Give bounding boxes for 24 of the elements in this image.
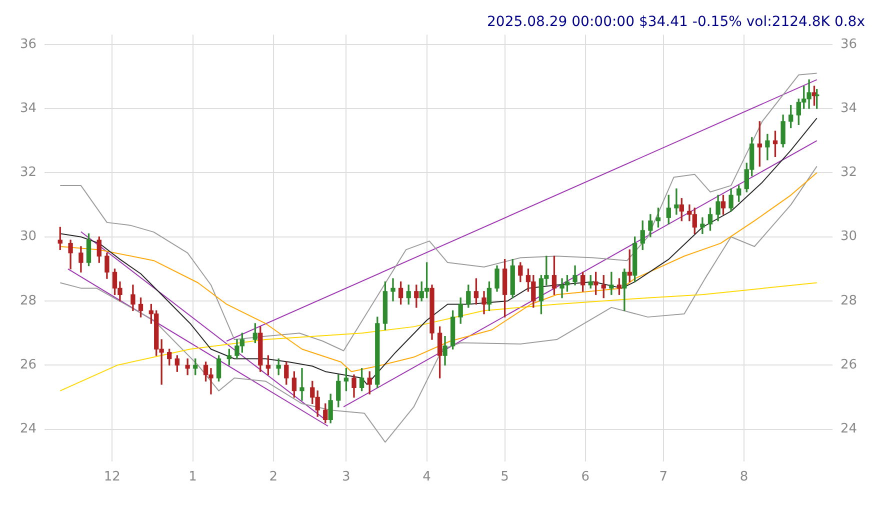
x-tick-label: 7	[659, 470, 668, 485]
y2-tick-label: 26	[840, 358, 858, 373]
x-tick-label: 1	[188, 470, 197, 485]
x-tick-label: 8	[740, 470, 748, 485]
x-tick-label: 12	[104, 470, 120, 485]
y2-tick-label: 32	[840, 165, 858, 180]
y2-tick-label: 34	[840, 100, 858, 116]
y2-tick-label: 24	[840, 422, 858, 437]
y-tick-label: 28	[20, 293, 37, 308]
chart-title: 2025.08.29 00:00:00 $34.41 -0.15% vol:2124.8K 0.8x	[487, 14, 865, 30]
x-tick-label: 3	[342, 470, 350, 485]
y-tick-label: 34	[20, 100, 37, 116]
y-tick-label: 24	[20, 422, 37, 437]
y2-tick-label: 36	[840, 36, 858, 52]
x-tick-label: 2	[269, 470, 278, 485]
x-tick-label: 6	[581, 470, 590, 485]
y2-tick-label: 30	[840, 229, 858, 244]
y2-tick-label: 28	[840, 293, 858, 308]
y-tick-label: 30	[20, 229, 37, 244]
y-tick-label: 32	[20, 165, 37, 180]
y-tick-label: 36	[20, 36, 37, 52]
x-tick-label: 5	[500, 470, 509, 485]
x-tick-label: 4	[422, 470, 431, 485]
y-tick-label: 26	[20, 358, 37, 373]
